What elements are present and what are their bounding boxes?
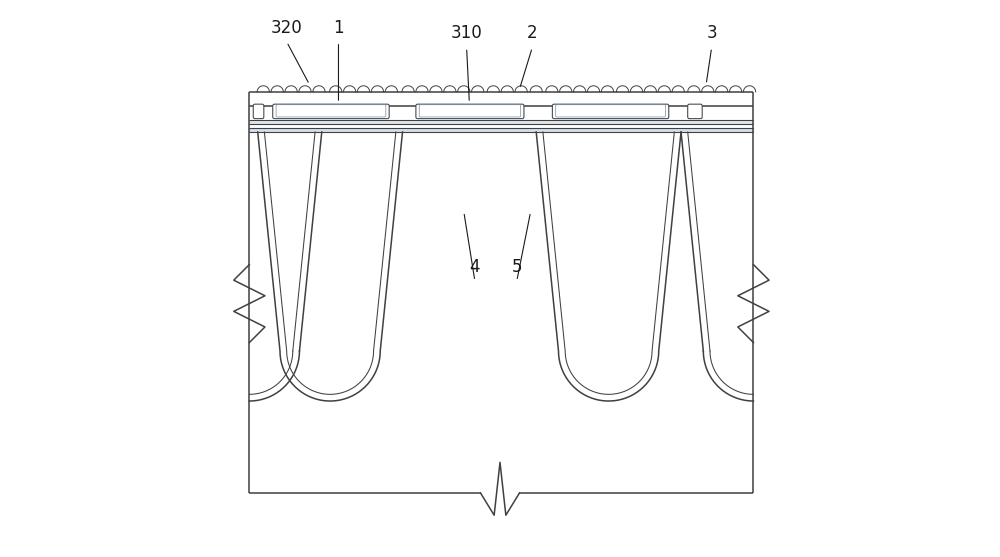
FancyBboxPatch shape xyxy=(273,104,389,119)
Text: 1: 1 xyxy=(333,19,344,37)
FancyBboxPatch shape xyxy=(688,104,702,119)
Text: 2: 2 xyxy=(527,25,538,42)
Text: 320: 320 xyxy=(271,19,303,37)
Text: 5: 5 xyxy=(511,258,522,276)
FancyBboxPatch shape xyxy=(253,104,264,119)
Text: 3: 3 xyxy=(706,25,717,42)
FancyBboxPatch shape xyxy=(416,104,524,119)
FancyBboxPatch shape xyxy=(552,104,669,119)
Text: 310: 310 xyxy=(451,25,482,42)
Text: 4: 4 xyxy=(470,258,480,276)
